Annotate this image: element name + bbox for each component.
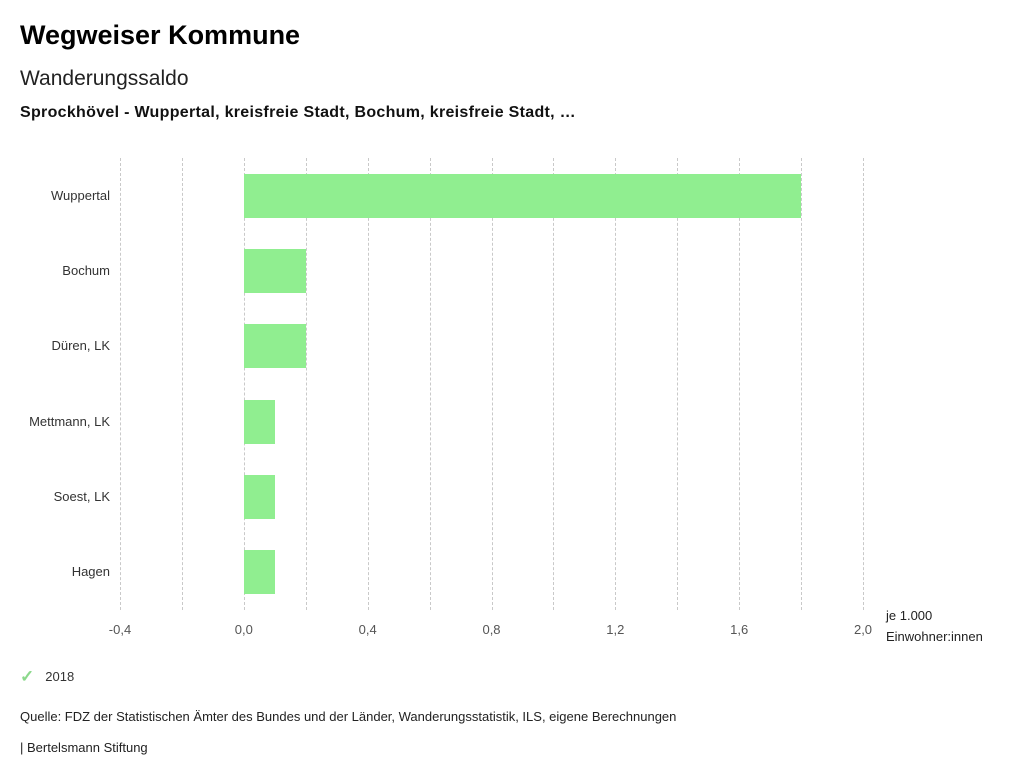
- legend-year-label: 2018: [45, 669, 75, 684]
- x-tick-label: 0,4: [358, 622, 377, 637]
- gridline: [120, 158, 121, 610]
- category-labels: Wuppertal Bochum Düren, LK Mettmann, LK Soes…: [5, 158, 110, 610]
- bar-bochum: [243, 249, 306, 293]
- gridline: [305, 158, 307, 610]
- gridline: [863, 158, 864, 610]
- x-tick-label: 1,6: [730, 622, 749, 637]
- gridline: [491, 158, 493, 610]
- page-title: Wegweiser Kommune: [20, 20, 301, 50]
- gridline: [677, 158, 679, 610]
- gridline: [739, 158, 741, 610]
- category-label: Soest, LK: [53, 489, 110, 504]
- chart-title: Wanderungssaldo: [20, 67, 189, 90]
- plot-area: -0,4 0,0 0,4 0,8 1,2 1,6 2,0: [109, 158, 872, 637]
- x-tick-label: 1,2: [606, 622, 625, 637]
- category-label: Bochum: [62, 263, 110, 278]
- gridline: [615, 158, 617, 610]
- gridline: [243, 158, 245, 610]
- source-text: Quelle: FDZ der Statistischen Ämter des …: [20, 709, 677, 724]
- check-icon: ✓: [20, 667, 35, 686]
- bar-wuppertal: [243, 173, 802, 218]
- x-axis-unit-line1: je 1.000: [886, 608, 933, 623]
- gridline: [367, 158, 369, 610]
- gridline: [429, 158, 431, 610]
- x-tick-label: 2,0: [853, 622, 873, 637]
- branding-text: | Bertelsmann Stiftung: [20, 740, 148, 755]
- chart-description: Sprockhövel - Wuppertal, kreisfreie Stad…: [20, 104, 576, 121]
- x-axis-unit-line2: Einwohner:innen: [886, 629, 983, 644]
- category-label: Hagen: [71, 564, 110, 580]
- legend-item-2018[interactable]: ✓ 2018: [20, 668, 74, 685]
- bar-soest-lk: [243, 475, 275, 519]
- x-tick-label: -0,4: [108, 622, 132, 637]
- bar-d-ren-lk: [243, 324, 306, 369]
- bar-hagen: [243, 550, 275, 595]
- gridline: [801, 158, 803, 610]
- category-label: Wuppertal: [50, 187, 110, 203]
- category-label: Mettmann, LK: [29, 413, 110, 429]
- gridline: [181, 158, 183, 610]
- gridline: [553, 158, 555, 610]
- x-axis-unit-label: je 1.000 Einwohner:innen: [886, 605, 983, 647]
- x-tick-label: 0,0: [234, 622, 253, 637]
- category-label: Düren, LK: [51, 338, 110, 354]
- bar-mettmann-lk: [243, 399, 275, 444]
- x-tick-label: 0,8: [482, 622, 501, 637]
